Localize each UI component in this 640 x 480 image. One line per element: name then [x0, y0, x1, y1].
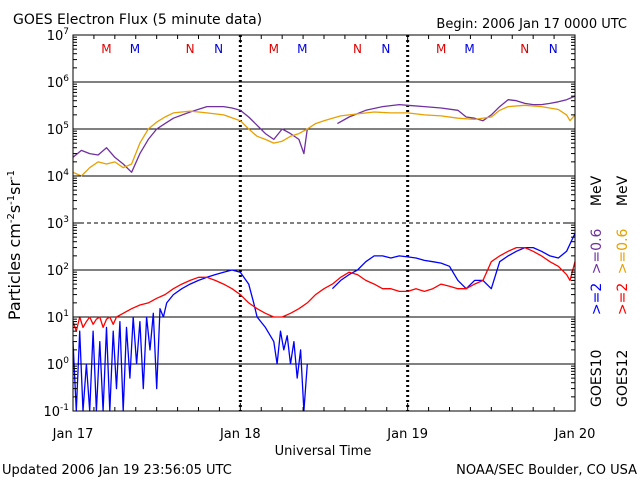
- series-layer: [72, 95, 576, 412]
- plot-frame: [72, 34, 576, 412]
- mn-marker: M: [464, 42, 474, 56]
- ylabel-part: sr: [5, 180, 24, 195]
- credit-label: NOAA/SEC Boulder, CO USA: [456, 463, 637, 478]
- y-axis-ticks: 10-1 100 101 102 103 104 105 106 107: [43, 27, 575, 420]
- y-tick-label: 10-1: [43, 403, 69, 420]
- legend: GOES10 >=2 >=0.6 MeV GOES12 >=2 >=0.6 Me…: [589, 175, 631, 407]
- mn-marker: N: [520, 42, 529, 56]
- mn-marker: M: [101, 42, 111, 56]
- x-tick-label: Jan 19: [386, 427, 428, 442]
- ylabel-part: -1: [6, 170, 17, 180]
- grid-lines: [73, 81, 575, 365]
- legend-goes10-ge2: >=2: [589, 283, 605, 315]
- mn-marker: M: [130, 42, 140, 56]
- legend-goes12: GOES12 >=2 >=0.6 MeV: [615, 175, 631, 407]
- series-line: [72, 105, 308, 173]
- ylabel-part: -1: [6, 195, 17, 205]
- x-axis-ticks: Jan 17 Jan 18 Jan 19 Jan 20: [52, 35, 596, 442]
- mn-marker: N: [353, 42, 362, 56]
- ylabel-part: s: [5, 205, 24, 213]
- legend-goes12-ge06: >=0.6: [615, 228, 631, 274]
- x-tick-label: Jan 20: [554, 427, 596, 442]
- legend-goes10-name: GOES10: [589, 350, 605, 407]
- series-line: [72, 246, 576, 332]
- series-line: [337, 95, 576, 125]
- y-tick-label: 107: [47, 27, 69, 44]
- x-axis-label: Universal Time: [275, 444, 372, 459]
- ylabel-part: Particles cm: [5, 223, 24, 320]
- y-axis-label: Particles cm-2s-1sr-1: [5, 170, 24, 320]
- begin-time-label: Begin: 2006 Jan 17 0000 UTC: [436, 17, 627, 32]
- mn-marker: N: [214, 42, 223, 56]
- y-tick-label: 102: [47, 262, 69, 279]
- mn-marker: M: [269, 42, 279, 56]
- legend-goes12-name: GOES12: [615, 350, 631, 407]
- mn-marker: N: [186, 42, 195, 56]
- ylabel-part: -2: [6, 213, 17, 223]
- y-tick-label: 104: [47, 168, 70, 185]
- y-tick-label: 106: [47, 74, 70, 91]
- legend-goes12-ge2: >=2: [615, 283, 631, 315]
- y-tick-label: 101: [47, 309, 69, 326]
- series-line: [72, 269, 308, 412]
- legend-goes10-ge06: >=0.6: [589, 228, 605, 274]
- legend-unit: MeV: [615, 175, 631, 206]
- series-line: [331, 233, 576, 290]
- y-tick-label: 100: [47, 356, 70, 373]
- y-tick-label: 103: [47, 215, 69, 232]
- legend-unit: MeV: [589, 175, 605, 206]
- x-tick-label: Jan 18: [219, 427, 261, 442]
- mn-marker: M: [436, 42, 446, 56]
- mn-marker: N: [381, 42, 390, 56]
- series-line: [72, 104, 576, 177]
- chart-title: GOES Electron Flux (5 minute data): [13, 12, 262, 28]
- x-tick-label: Jan 17: [52, 427, 94, 442]
- y-tick-label: 105: [47, 121, 69, 138]
- mn-marker: M: [297, 42, 307, 56]
- legend-goes10: GOES10 >=2 >=0.6 MeV: [589, 175, 605, 407]
- mn-marker: N: [549, 42, 558, 56]
- updated-timestamp: Updated 2006 Jan 19 23:56:05 UTC: [2, 463, 232, 478]
